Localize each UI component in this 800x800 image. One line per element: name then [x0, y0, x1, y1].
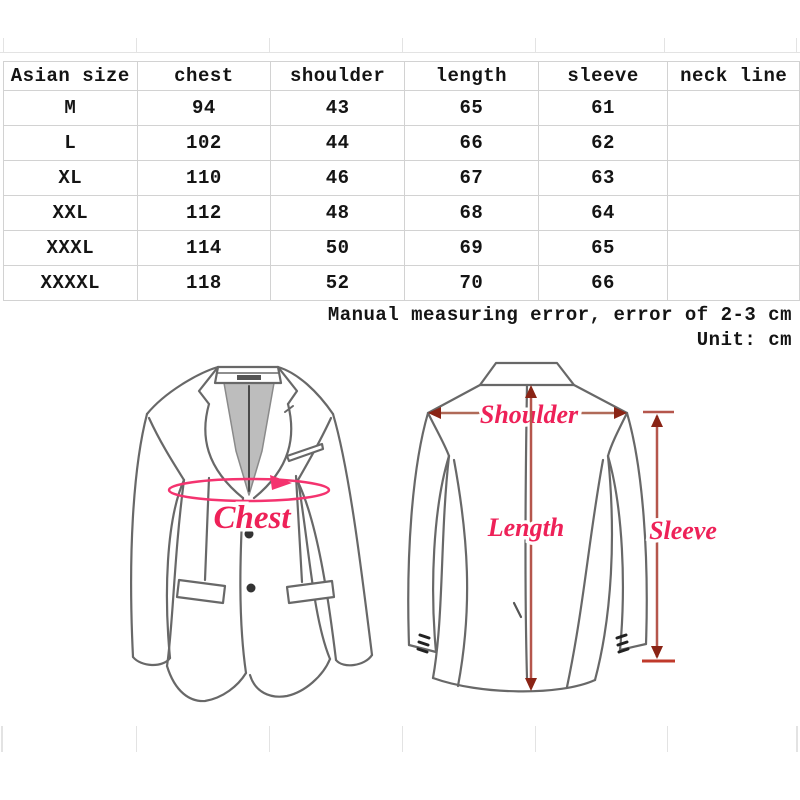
- chest-label: Chest: [213, 500, 291, 536]
- sleeve-cell: 61: [537, 90, 669, 126]
- shoulder-cell: 52: [270, 265, 406, 301]
- neck-line-cell: [667, 160, 800, 196]
- column-header-shoulder: shoulder: [270, 61, 406, 91]
- table-row: XXXXL 118 52 70 66: [3, 265, 800, 301]
- grid-line: [269, 38, 270, 53]
- front-jacket-drawing: [130, 365, 374, 703]
- length-cell: 69: [404, 230, 539, 266]
- measuring-error-note: Manual measuring error, error of 2-3 cm: [327, 304, 792, 326]
- table-header-row: Asian size chest shoulder length sleeve …: [3, 61, 800, 91]
- back-jacket-diagram: Shoulder Length Sleeve: [407, 361, 720, 693]
- sleeve-cell: 63: [537, 160, 669, 196]
- chest-cell: 110: [136, 160, 272, 196]
- column-header-chest: chest: [136, 61, 272, 91]
- grid-line: [1, 726, 3, 752]
- length-cell: 65: [404, 90, 539, 126]
- column-header-neck-line: neck line: [667, 61, 800, 91]
- size-cell: M: [3, 90, 138, 126]
- sleeve-label: Sleeve: [649, 516, 717, 545]
- chest-cell: 102: [136, 125, 272, 161]
- length-measure-annotation: Length: [483, 385, 568, 691]
- column-header-sleeve: sleeve: [537, 61, 669, 91]
- length-cell: 67: [404, 160, 539, 196]
- sleeve-cell: 64: [537, 195, 669, 231]
- length-cell: 68: [404, 195, 539, 231]
- grid-line: [535, 726, 536, 752]
- neck-line-cell: [667, 125, 800, 161]
- shoulder-cell: 50: [270, 230, 406, 266]
- table-row: M 94 43 65 61: [3, 90, 800, 126]
- size-cell: L: [3, 125, 138, 161]
- shoulder-measure-annotation: Shoulder: [428, 397, 627, 433]
- neck-line-cell: [667, 230, 800, 266]
- shoulder-cell: 46: [270, 160, 406, 196]
- front-jacket-diagram: Chest: [130, 365, 374, 703]
- size-table: Asian size chest shoulder length sleeve …: [3, 61, 800, 301]
- grid-line: [402, 38, 403, 53]
- grid-line: [3, 38, 4, 53]
- table-row: XXL 112 48 68 64: [3, 195, 800, 231]
- shoulder-cell: 43: [270, 90, 406, 126]
- column-header-length: length: [404, 61, 539, 91]
- grid-line: [664, 38, 665, 53]
- table-row: XXXL 114 50 69 65: [3, 230, 800, 266]
- back-jacket-drawing: [407, 361, 648, 693]
- neck-line-cell: [667, 195, 800, 231]
- sleeve-measure-annotation: Sleeve: [642, 410, 720, 663]
- table-row: L 102 44 66 62: [3, 125, 800, 161]
- grid-line: [269, 726, 270, 752]
- sleeve-cell: 65: [537, 230, 669, 266]
- grid-line: [402, 726, 403, 752]
- unit-note: Unit: cm: [696, 329, 792, 351]
- size-cell: XXXL: [3, 230, 138, 266]
- length-label: Length: [487, 513, 565, 542]
- shoulder-label: Shoulder: [480, 400, 579, 429]
- grid-line: [667, 726, 668, 752]
- grid-line: [535, 38, 536, 53]
- chest-cell: 114: [136, 230, 272, 266]
- chest-cell: 94: [136, 90, 272, 126]
- size-cell: XXL: [3, 195, 138, 231]
- neck-line-cell: [667, 90, 800, 126]
- size-cell: XL: [3, 160, 138, 196]
- chest-measure-annotation: Chest: [167, 475, 331, 540]
- neck-line-cell: [667, 265, 800, 301]
- chest-cell: 112: [136, 195, 272, 231]
- grid-line: [136, 726, 137, 752]
- shoulder-cell: 44: [270, 125, 406, 161]
- length-cell: 70: [404, 265, 539, 301]
- table-row: XL 110 46 67 63: [3, 160, 800, 196]
- chest-cell: 118: [136, 265, 272, 301]
- grid-line: [0, 52, 800, 53]
- sleeve-cell: 62: [537, 125, 669, 161]
- length-cell: 66: [404, 125, 539, 161]
- shoulder-cell: 48: [270, 195, 406, 231]
- grid-line: [136, 38, 137, 53]
- column-header-asian-size: Asian size: [3, 61, 138, 91]
- grid-line: [796, 726, 798, 752]
- grid-line: [796, 38, 797, 53]
- sleeve-cell: 66: [537, 265, 669, 301]
- size-cell: XXXXL: [3, 265, 138, 301]
